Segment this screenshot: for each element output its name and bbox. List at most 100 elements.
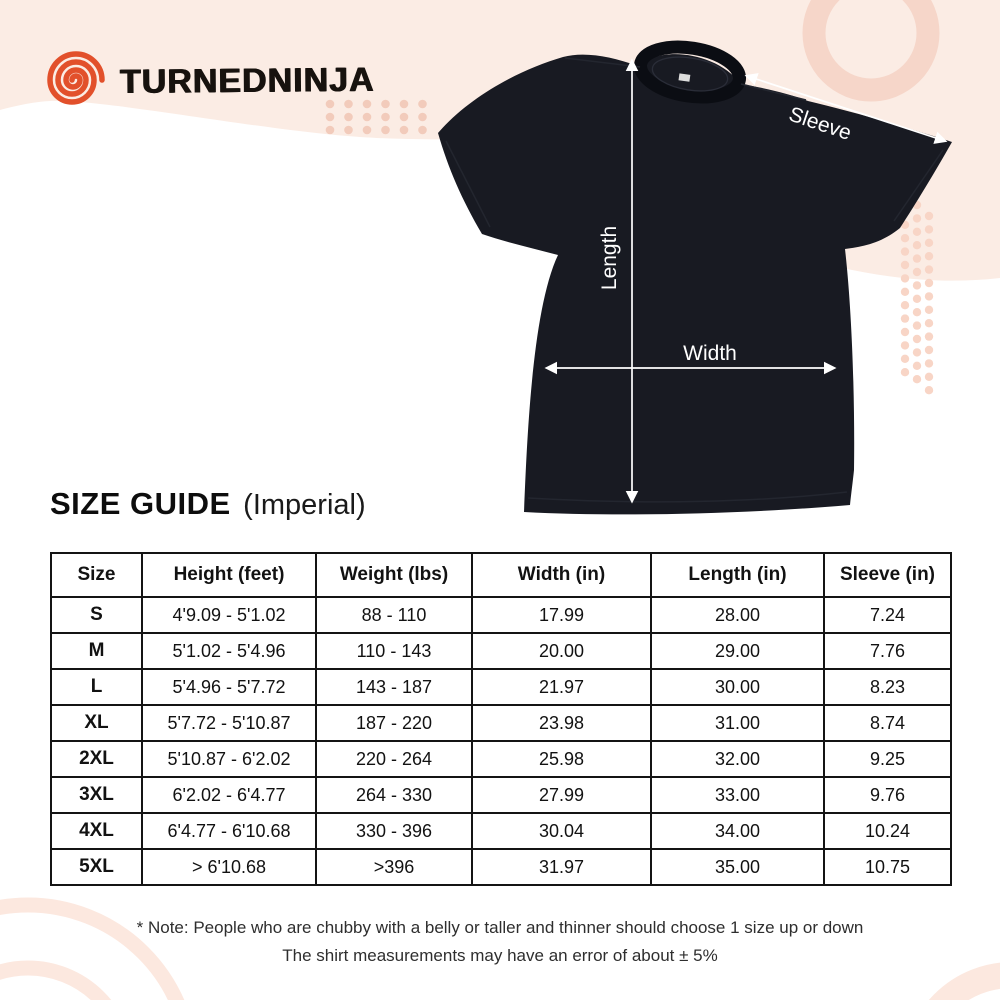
tshirt-collar xyxy=(633,40,747,104)
cell-sleeve: 7.76 xyxy=(823,632,952,670)
table-row: 4XL 6'4.77 - 6'10.68 330 - 396 30.04 34.… xyxy=(50,812,952,850)
footnote: * Note: People who are chubby with a bel… xyxy=(0,914,1000,970)
page-title: SIZE GUIDE (Imperial) xyxy=(50,486,366,522)
cell-width: 20.00 xyxy=(471,632,652,670)
brand-name: TURNEDNINJA xyxy=(119,60,375,101)
cell-weight: 88 - 110 xyxy=(315,596,473,634)
decorative-dot xyxy=(900,234,910,243)
decorative-dot xyxy=(912,334,922,344)
decorative-dot xyxy=(924,319,934,328)
footnote-line-2: The shirt measurements may have an error… xyxy=(282,946,718,965)
cell-sleeve: 8.23 xyxy=(823,668,952,706)
cell-sleeve: 8.74 xyxy=(823,704,952,742)
decorative-dot xyxy=(381,99,390,109)
cell-size: 3XL xyxy=(50,776,143,814)
decorative-dot xyxy=(912,214,922,223)
decorative-dot xyxy=(912,361,922,370)
cell-length: 34.00 xyxy=(650,812,825,850)
decorative-dot xyxy=(418,112,427,122)
table-row: L 5'4.96 - 5'7.72 143 - 187 21.97 30.00 … xyxy=(50,668,952,706)
width-arrow-label: Width xyxy=(683,342,737,365)
cell-weight: 264 - 330 xyxy=(315,776,473,814)
tshirt-collar-tag xyxy=(678,73,691,82)
tshirt-graphic xyxy=(438,40,952,515)
cell-size: 2XL xyxy=(50,740,143,778)
decorative-dot xyxy=(381,125,390,135)
cell-height: 5'1.02 - 5'4.96 xyxy=(141,632,317,670)
decorative-dot xyxy=(924,238,934,247)
decorative-dot xyxy=(924,278,934,288)
cell-size: M xyxy=(50,632,143,670)
table-row: M 5'1.02 - 5'4.96 110 - 143 20.00 29.00 … xyxy=(50,632,952,670)
cell-size: 4XL xyxy=(50,812,143,850)
cell-width: 23.98 xyxy=(471,704,652,742)
decorative-dot xyxy=(924,332,934,341)
decorative-dot xyxy=(344,112,353,122)
decorative-dot xyxy=(418,125,427,135)
decorative-dot xyxy=(325,112,335,122)
cell-length: 35.00 xyxy=(650,848,825,886)
decorative-dot xyxy=(900,301,910,310)
cell-length: 30.00 xyxy=(650,668,825,706)
cell-sleeve: 7.24 xyxy=(823,596,952,634)
table-row: S 4'9.09 - 5'1.02 88 - 110 17.99 28.00 7… xyxy=(50,596,952,634)
cell-height: 6'4.77 - 6'10.68 xyxy=(141,812,317,850)
decorative-dot xyxy=(924,265,934,274)
cell-weight: 220 - 264 xyxy=(315,740,473,778)
cell-weight: 110 - 143 xyxy=(315,632,473,670)
decorative-dot xyxy=(900,314,910,323)
table-row: 3XL 6'2.02 - 6'4.77 264 - 330 27.99 33.0… xyxy=(50,776,952,814)
decorative-dot xyxy=(924,211,934,221)
decorative-dot xyxy=(900,354,910,363)
decorative-dot xyxy=(924,372,934,381)
cell-width: 17.99 xyxy=(471,596,652,634)
decorative-dot xyxy=(912,294,922,303)
cell-height: 5'10.87 - 6'2.02 xyxy=(141,740,317,778)
cell-length: 33.00 xyxy=(650,776,825,814)
decorative-dot xyxy=(418,99,427,109)
decorative-dot xyxy=(381,112,390,122)
decorative-dot xyxy=(912,281,922,290)
spiral-icon xyxy=(47,51,105,105)
cell-length: 31.00 xyxy=(650,704,825,742)
decorative-dot xyxy=(399,125,409,135)
cell-width: 21.97 xyxy=(471,668,652,706)
cell-weight: >396 xyxy=(315,848,473,886)
decorative-dot xyxy=(912,308,922,317)
decorative-dot xyxy=(362,99,372,109)
cell-length: 29.00 xyxy=(650,632,825,670)
decorative-dot xyxy=(900,247,910,256)
cell-width: 30.04 xyxy=(471,812,652,850)
decorative-dot xyxy=(325,99,335,109)
cell-width: 25.98 xyxy=(471,740,652,778)
decorative-dot xyxy=(924,305,934,314)
decorative-dot xyxy=(399,99,409,109)
decorative-dot xyxy=(924,359,934,368)
cell-weight: 143 - 187 xyxy=(315,668,473,706)
column-header-size: Size xyxy=(50,552,143,598)
decorative-dot xyxy=(912,241,922,250)
decorative-dot xyxy=(362,112,372,122)
ring-decoration-bottom-right xyxy=(928,962,1000,1000)
tshirt-body xyxy=(438,54,952,515)
decorative-dot xyxy=(900,341,910,350)
title-sub: (Imperial) xyxy=(243,489,366,521)
decorative-dot xyxy=(325,125,335,135)
decorative-dot xyxy=(924,225,934,234)
decorative-dot xyxy=(924,345,934,355)
cell-length: 28.00 xyxy=(650,596,825,634)
cell-width: 27.99 xyxy=(471,776,652,814)
decorative-dot xyxy=(912,321,922,330)
decorative-dot xyxy=(912,375,922,384)
cell-size: XL xyxy=(50,704,143,742)
cell-size: S xyxy=(50,596,143,634)
column-header-width: Width (in) xyxy=(471,552,652,598)
footnote-line-1: * Note: People who are chubby with a bel… xyxy=(136,918,864,937)
column-header-sleeve: Sleeve (in) xyxy=(823,552,952,598)
decorative-dot xyxy=(924,252,934,261)
decorative-dot xyxy=(924,292,934,301)
decorative-dot xyxy=(900,287,910,296)
title-main: SIZE GUIDE xyxy=(50,486,231,521)
decorative-dot xyxy=(924,386,934,395)
